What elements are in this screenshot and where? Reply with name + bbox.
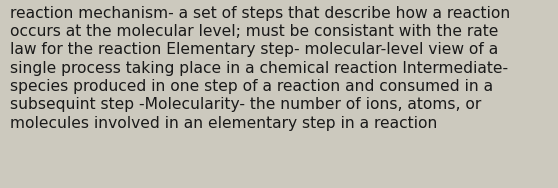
Text: reaction mechanism- a set of steps that describe how a reaction
occurs at the mo: reaction mechanism- a set of steps that … [10, 6, 511, 131]
